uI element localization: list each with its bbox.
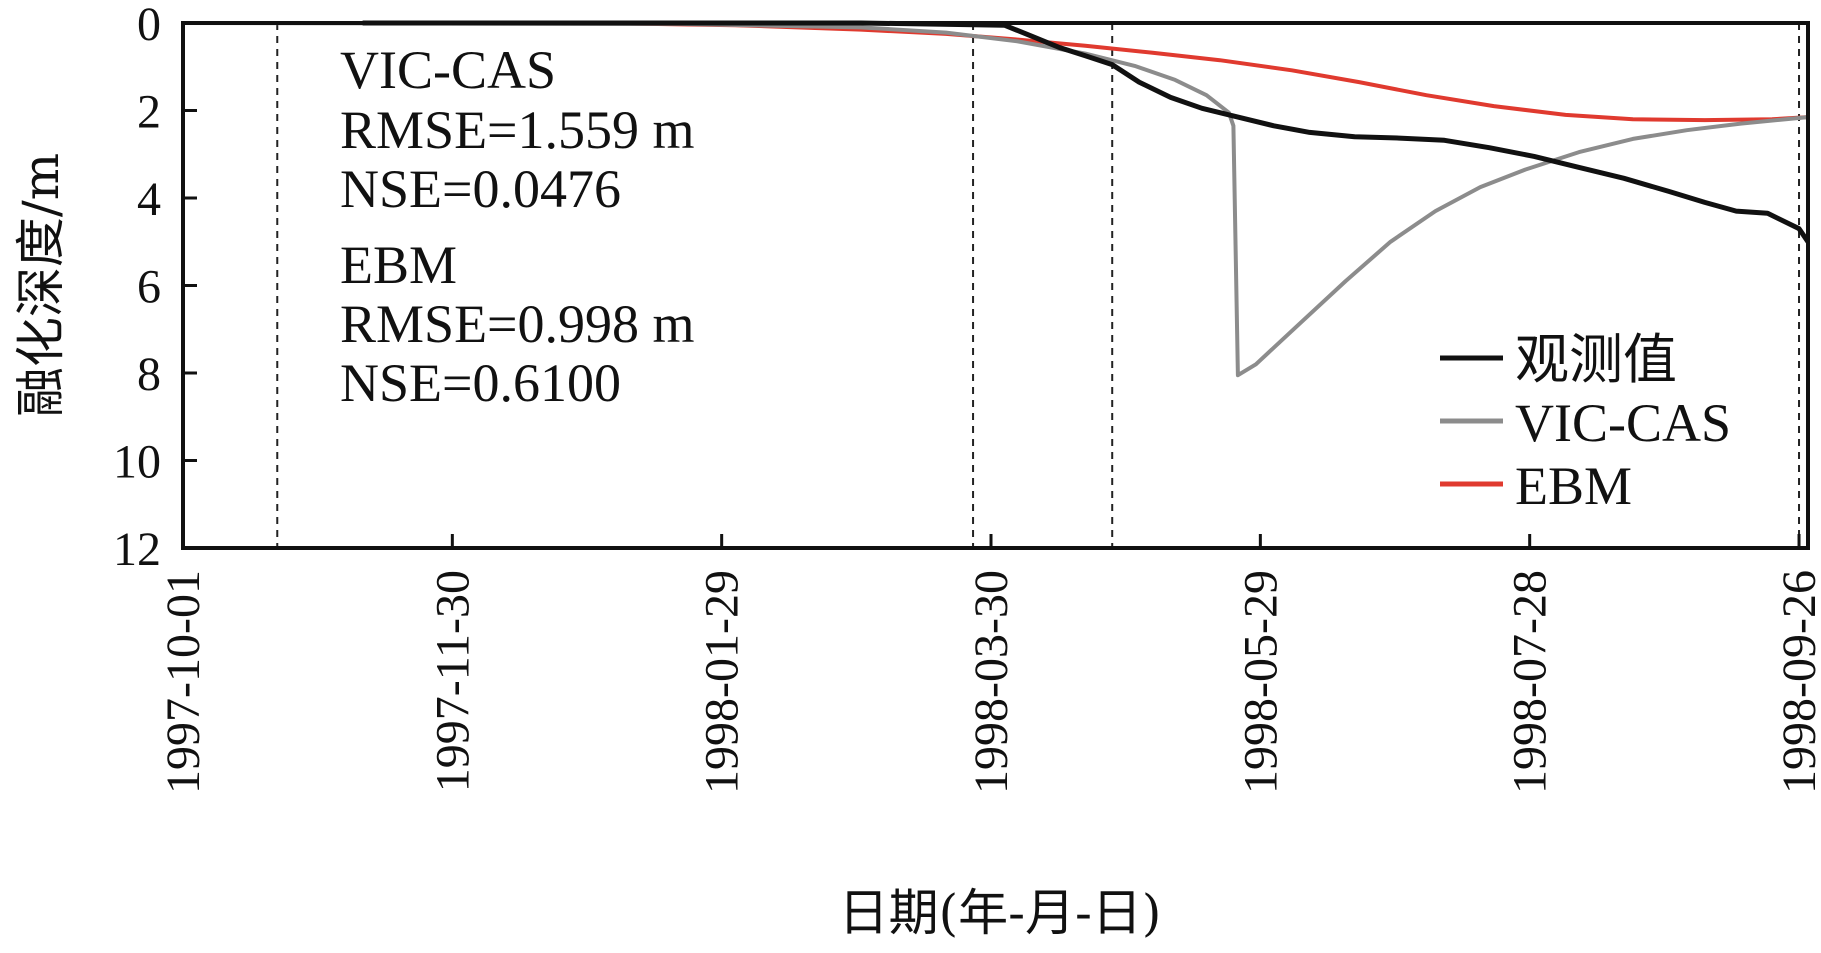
stats-annotation: EBM — [340, 235, 457, 295]
series-line-vic-cas — [182, 21, 1809, 378]
y-tick-label: 0 — [137, 0, 161, 51]
stats-annotation: RMSE=1.559 m — [340, 100, 695, 160]
y-tick-label: 2 — [137, 86, 161, 139]
stats-annotation: VIC-CAS — [340, 40, 556, 100]
y-tick-label: 6 — [137, 261, 161, 314]
stats-annotation: RMSE=0.998 m — [340, 294, 695, 354]
y-tick-label: 10 — [113, 436, 161, 489]
x-axis-title: 日期(年-月-日) — [839, 884, 1162, 942]
stats-annotation: NSE=0.0476 — [340, 159, 621, 219]
y-axis-title: 融化深度/m — [12, 153, 70, 417]
x-tick-label: 1998-01-29 — [696, 570, 749, 794]
x-tick-label: 1997-10-01 — [157, 570, 210, 794]
legend-label: 观测值 — [1515, 330, 1677, 390]
stats-annotation: NSE=0.6100 — [340, 353, 621, 413]
x-tick-label: 1997-11-30 — [426, 570, 479, 792]
legend-label: VIC-CAS — [1515, 393, 1731, 453]
x-tick-label: 1998-05-29 — [1234, 570, 1287, 794]
x-tick-label: 1998-03-30 — [965, 570, 1018, 794]
y-tick-label: 4 — [137, 173, 161, 226]
legend-label: EBM — [1515, 456, 1632, 516]
y-tick-label: 12 — [113, 523, 161, 576]
x-tick-label: 1998-07-28 — [1504, 570, 1557, 794]
series-line-observed — [362, 20, 1811, 244]
x-tick-label: 1998-09-26 — [1773, 570, 1821, 794]
y-tick-label: 8 — [137, 348, 161, 401]
